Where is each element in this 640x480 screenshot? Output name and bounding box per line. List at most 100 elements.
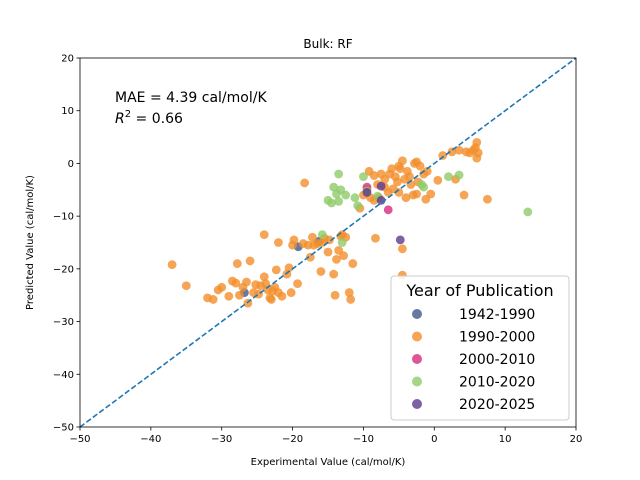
x-tick-label: 0 bbox=[431, 434, 437, 445]
data-point-2020-2025 bbox=[395, 235, 405, 245]
data-point-1990-2000 bbox=[348, 259, 358, 268]
legend-marker bbox=[412, 354, 422, 364]
data-point-1990-2000 bbox=[242, 277, 251, 287]
data-point-2010-2020 bbox=[444, 172, 453, 182]
data-point-1990-2000 bbox=[447, 147, 457, 157]
data-point-1990-2000 bbox=[259, 230, 269, 239]
x-tick-label: −50 bbox=[69, 434, 90, 445]
y-tick-label: −30 bbox=[53, 317, 74, 328]
r2-annotation: R2 = 0.66 bbox=[115, 109, 183, 127]
legend-marker bbox=[412, 399, 422, 409]
data-point-2010-2020 bbox=[353, 201, 363, 211]
data-point-1990-2000 bbox=[300, 178, 310, 188]
data-point-2020-2025 bbox=[376, 181, 386, 191]
y-tick-label: −20 bbox=[53, 264, 74, 275]
data-points bbox=[167, 137, 533, 308]
data-point-1990-2000 bbox=[286, 288, 296, 297]
x-axis-label: Experimental Value (cal/mol/K) bbox=[251, 457, 406, 468]
data-point-2010-2020 bbox=[454, 170, 464, 180]
data-point-1990-2000 bbox=[472, 137, 482, 147]
data-point-2010-2020 bbox=[327, 198, 336, 208]
data-point-1990-2000 bbox=[284, 263, 294, 273]
y-tick-label: −50 bbox=[53, 423, 74, 434]
legend-label: 2000-2010 bbox=[459, 352, 535, 368]
data-point-1990-2000 bbox=[330, 290, 340, 300]
legend: Year of Publication 1942-1990 1990-2000 20… bbox=[390, 275, 570, 421]
identity-reference-line bbox=[79, 57, 577, 428]
legend-label: 2020-2025 bbox=[459, 397, 535, 413]
y-tick-label: −40 bbox=[53, 370, 74, 381]
x-tick-label: −10 bbox=[353, 434, 374, 445]
data-point-2010-2020 bbox=[523, 207, 533, 217]
data-point-1990-2000 bbox=[393, 177, 402, 187]
data-point-2010-2020 bbox=[419, 182, 429, 192]
x-axis-ticks: −50 −40 −30 −20 −10 0 10 20 bbox=[69, 427, 582, 445]
data-point-1990-2000 bbox=[371, 233, 380, 243]
y-tick-label: −10 bbox=[53, 212, 74, 223]
data-point-1990-2000 bbox=[181, 281, 191, 291]
x-tick-label: −30 bbox=[211, 434, 232, 445]
x-tick-label: 20 bbox=[570, 434, 583, 445]
legend-label: 1990-2000 bbox=[459, 330, 535, 346]
data-point-1990-2000 bbox=[323, 247, 333, 257]
data-point-1990-2000 bbox=[387, 164, 397, 174]
data-point-2020-2025 bbox=[376, 195, 386, 205]
legend-items: 1942-1990 1990-2000 2000-2010 2010-2020 2020… bbox=[412, 307, 535, 413]
y-tick-label: 0 bbox=[68, 159, 74, 170]
data-point-1990-2000 bbox=[405, 172, 414, 182]
legend-marker bbox=[412, 331, 422, 342]
data-point-2010-2020 bbox=[334, 196, 344, 206]
data-point-1990-2000 bbox=[274, 238, 283, 247]
data-point-1990-2000 bbox=[473, 148, 483, 158]
legend-marker bbox=[412, 376, 422, 387]
data-point-1990-2000 bbox=[412, 189, 421, 199]
data-point-2010-2020 bbox=[350, 193, 360, 203]
data-point-1990-2000 bbox=[224, 291, 234, 301]
data-point-1990-2000 bbox=[266, 295, 276, 304]
data-point-2010-2020 bbox=[329, 182, 339, 192]
data-point-1990-2000 bbox=[459, 190, 469, 200]
data-point-1990-2000 bbox=[422, 166, 432, 176]
data-point-1990-2000 bbox=[245, 256, 255, 266]
data-point-1990-2000 bbox=[167, 260, 177, 270]
x-tick-label: 10 bbox=[499, 434, 512, 445]
data-point-1990-2000 bbox=[232, 259, 242, 268]
data-point-2010-2020 bbox=[337, 238, 347, 247]
data-point-1990-2000 bbox=[271, 265, 281, 275]
data-point-1990-2000 bbox=[344, 288, 354, 297]
data-point-1990-2000 bbox=[454, 145, 464, 155]
data-point-2020-2025 bbox=[362, 188, 372, 197]
data-point-2010-2020 bbox=[359, 172, 368, 182]
data-point-1990-2000 bbox=[277, 291, 287, 301]
y-tick-label: 20 bbox=[61, 54, 74, 65]
legend-marker bbox=[412, 309, 422, 319]
r2-superscript: 2 bbox=[125, 109, 131, 120]
data-point-1990-2000 bbox=[231, 278, 241, 288]
data-point-1990-2000 bbox=[369, 171, 379, 180]
data-point-1990-2000 bbox=[259, 272, 269, 282]
data-point-1990-2000 bbox=[208, 295, 218, 304]
data-point-2010-2020 bbox=[341, 190, 351, 200]
data-point-1990-2000 bbox=[433, 175, 443, 185]
data-point-1990-2000 bbox=[415, 161, 425, 171]
legend-label: 2010-2020 bbox=[459, 375, 535, 391]
plot-area-frame bbox=[79, 57, 577, 428]
data-point-1990-2000 bbox=[289, 235, 299, 245]
chart-title: Bulk: RF bbox=[303, 37, 352, 51]
data-point-1990-2000 bbox=[293, 279, 302, 289]
data-point-1990-2000 bbox=[316, 267, 326, 276]
data-point-2010-2020 bbox=[334, 169, 344, 179]
data-point-1990-2000 bbox=[308, 232, 317, 242]
legend-label: 1942-1990 bbox=[459, 307, 535, 323]
x-tick-label: −40 bbox=[140, 434, 161, 445]
data-point-1990-2000 bbox=[426, 189, 436, 199]
legend-frame bbox=[390, 275, 570, 421]
r2-value: = 0.66 bbox=[131, 111, 183, 127]
data-point-2010-2020 bbox=[317, 230, 327, 239]
data-point-2000-2010 bbox=[383, 205, 393, 215]
data-point-1990-2000 bbox=[398, 156, 407, 166]
data-point-1990-2000 bbox=[483, 194, 492, 204]
data-point-1990-2000 bbox=[329, 269, 339, 279]
data-point-1990-2000 bbox=[332, 254, 341, 264]
data-point-1990-2000 bbox=[438, 151, 448, 160]
